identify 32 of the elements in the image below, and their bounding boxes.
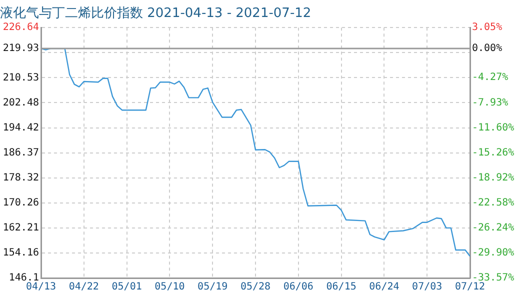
x-tick-label: 04/22 bbox=[68, 282, 99, 293]
x-tick-label: 05/10 bbox=[154, 282, 185, 293]
y-tick-label: 186.37 bbox=[2, 147, 39, 158]
x-tick-label: 06/15 bbox=[326, 282, 356, 293]
x-tick-label: 06/06 bbox=[283, 282, 314, 293]
y-tick-label: 226.64 bbox=[2, 22, 39, 34]
y2-tick-label: -29.90% bbox=[472, 248, 514, 258]
y-tick-label: 154.16 bbox=[2, 248, 39, 259]
y-tick-label: 162.21 bbox=[2, 222, 39, 234]
y-tick-label: 210.53 bbox=[2, 72, 39, 84]
x-tick-label: 07/12 bbox=[454, 282, 486, 293]
y2-tick-label: 0.00% bbox=[472, 43, 502, 54]
y-tick-label: 178.32 bbox=[2, 172, 39, 184]
y2-tick-label: -22.58% bbox=[472, 197, 514, 208]
y2-tick-label: -26.24% bbox=[472, 222, 514, 234]
y-tick-label: 202.48 bbox=[2, 97, 39, 108]
y-tick-label: 219.93 bbox=[2, 43, 39, 54]
x-tick-label: 06/24 bbox=[369, 282, 400, 293]
x-tick-label: 04/13 bbox=[26, 282, 56, 293]
x-tick-label: 05/28 bbox=[240, 282, 271, 293]
y2-tick-label: -18.92% bbox=[472, 172, 514, 184]
x-tick-label: 05/19 bbox=[198, 282, 228, 293]
y-tick-label: 170.26 bbox=[2, 197, 39, 208]
y2-tick-label: -4.27% bbox=[472, 72, 508, 84]
y2-tick-label: -15.26% bbox=[472, 147, 514, 158]
x-tick-label: 05/01 bbox=[112, 282, 142, 293]
y2-tick-label: -11.60% bbox=[472, 122, 514, 134]
x-tick-label: 07/03 bbox=[412, 282, 442, 293]
chart-title: 液化气与丁二烯比价指数 2021-04-13 - 2021-07-12 bbox=[0, 6, 312, 22]
y-tick-label: 194.42 bbox=[2, 122, 39, 134]
y2-tick-label: 3.05% bbox=[472, 22, 502, 34]
y2-tick-label: -7.93% bbox=[472, 97, 508, 108]
